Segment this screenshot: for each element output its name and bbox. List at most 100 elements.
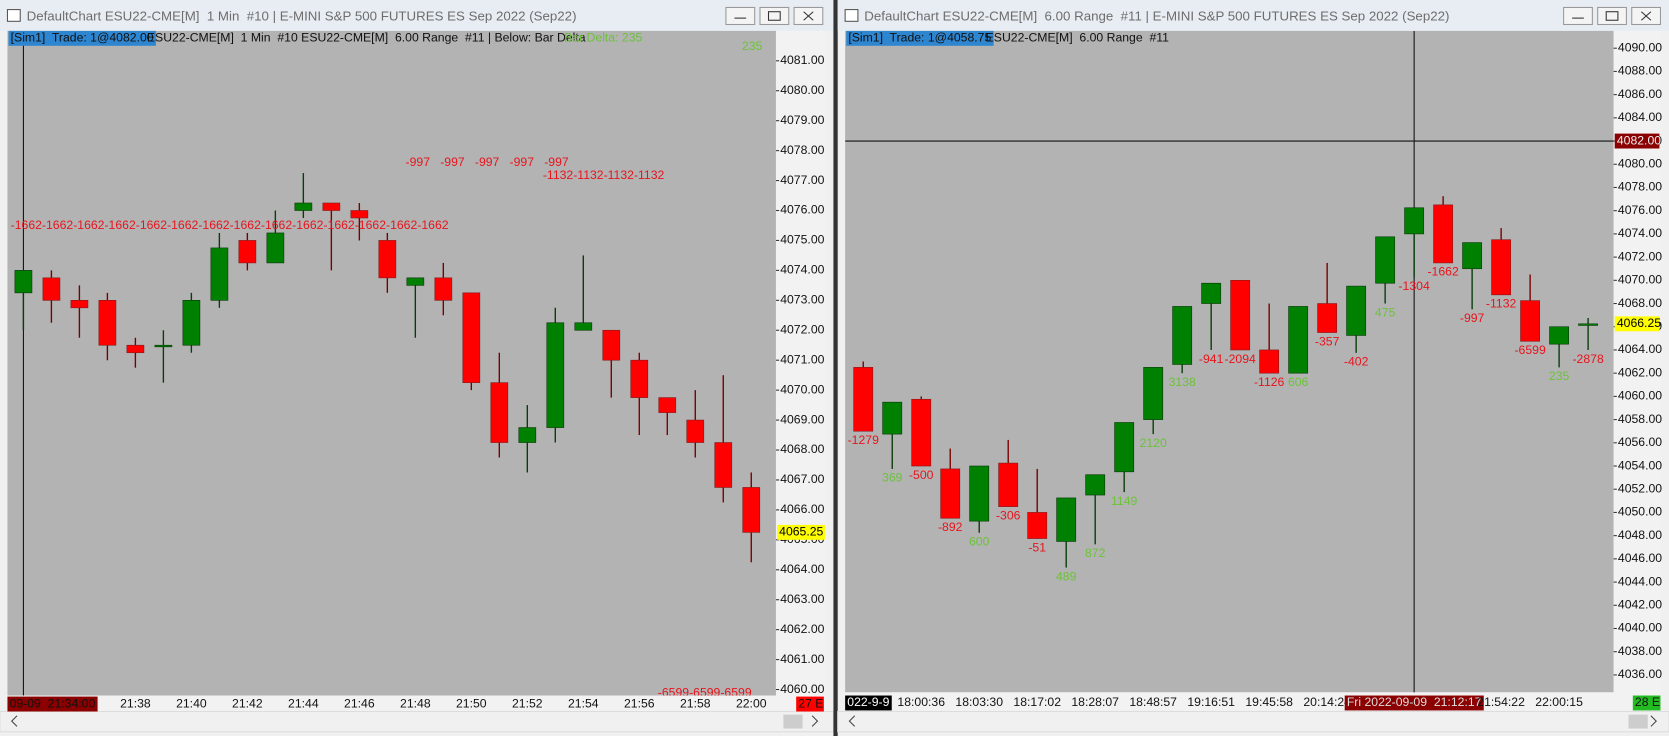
candle-body xyxy=(1230,280,1251,351)
delta-label: -1132 xyxy=(1486,297,1517,311)
y-tick-label: 4076.00 xyxy=(780,203,824,217)
delta-label: 489 xyxy=(1056,569,1077,583)
candle-body xyxy=(1056,497,1077,542)
delta-label: 235 xyxy=(1549,369,1570,383)
countdown: 27 E xyxy=(798,696,823,710)
candle-body xyxy=(658,397,677,413)
chart-info: ESU22-CME[M] 6.00 Range #11 xyxy=(986,31,1170,45)
delta-label: -997 xyxy=(1460,311,1485,325)
candle-body xyxy=(742,487,761,533)
candle-body xyxy=(1462,242,1483,270)
y-tick-label: 4077.00 xyxy=(780,173,824,187)
maximize-icon xyxy=(767,11,781,21)
candle-body xyxy=(1375,236,1396,284)
app-icon xyxy=(844,9,859,22)
x-tick-label: 18:00:36 xyxy=(897,695,945,709)
y-tick-label: 4081.00 xyxy=(780,53,824,67)
minimize-button[interactable] xyxy=(1563,6,1593,26)
candle-body xyxy=(1578,323,1599,326)
x-tick-label: 18:48:57 xyxy=(1129,695,1177,709)
chart-layer: -1662-1662-1662-1662-1662-1662-1662-1662… xyxy=(11,30,763,700)
annotation: -1132-1132-1132-1132 xyxy=(543,168,665,182)
y-tick-label: 4078.00 xyxy=(1618,180,1662,194)
candle-body xyxy=(406,277,425,286)
candle-body xyxy=(1085,474,1106,496)
scroll-thumb[interactable] xyxy=(1628,714,1648,729)
y-tick-label: 4066.00 xyxy=(780,502,824,516)
minimize-button[interactable] xyxy=(725,6,756,26)
candle-body xyxy=(1201,282,1222,304)
chart-info: ESU22-CME[M] 1 Min #10 ESU22-CME[M] 6.00… xyxy=(147,31,586,45)
y-tick-label: 4036.00 xyxy=(1618,667,1662,681)
x-tick-label: 18:28:07 xyxy=(1071,695,1119,709)
annotation: -6599-6599-6599 xyxy=(658,686,752,700)
candle-body xyxy=(14,270,33,294)
crosshair-price-box xyxy=(1614,133,1660,149)
candle-body xyxy=(853,367,874,432)
candle-body xyxy=(1288,306,1309,374)
window-title: DefaultChart ESU22-CME[M] 6.00 Range #11… xyxy=(864,9,1449,24)
y-tick-label: 4048.00 xyxy=(1618,528,1662,542)
scroll-arrows[interactable] xyxy=(848,715,1657,727)
candle-body xyxy=(1346,285,1367,336)
y-tick-label: 4084.00 xyxy=(1618,110,1662,124)
x-tick-label: 21:44 xyxy=(288,696,319,710)
y-tick-label: 4073.00 xyxy=(780,293,824,307)
close-icon xyxy=(803,11,814,21)
x-tick-label: 21:58 xyxy=(680,696,711,710)
y-tick-label: 4088.00 xyxy=(1618,64,1662,78)
account-trade: [Sim1] Trade: 1@4082.00 xyxy=(11,31,154,45)
candle-body xyxy=(294,202,313,211)
scroll-thumb[interactable] xyxy=(783,714,803,729)
x-tick-label: 21:52 xyxy=(512,696,543,710)
candle-body xyxy=(182,300,201,346)
countdown-box xyxy=(796,696,824,712)
countdown-box xyxy=(1632,695,1661,711)
candle-body xyxy=(322,202,341,211)
y-tick-label: 4080.00 xyxy=(780,83,824,97)
x-tick-box xyxy=(7,696,98,712)
candle-body xyxy=(1433,204,1454,264)
candle-body xyxy=(434,277,453,301)
maximize-button[interactable] xyxy=(759,6,790,26)
y-tick-label: 4040.00 xyxy=(1618,621,1662,635)
delta-label: -2094 xyxy=(1225,352,1256,366)
x-tick-label: Fri 2022-09-09 21:12:17 xyxy=(1347,695,1482,709)
y-tick-label: 4058.00 xyxy=(1618,412,1662,426)
last-price: 4066.25 xyxy=(1617,316,1661,330)
y-tick-label: 4060.00 xyxy=(1618,389,1662,403)
y-tick-label: 4063.00 xyxy=(780,592,824,606)
candle-body xyxy=(630,359,649,398)
y-tick-label: 4086.00 xyxy=(1618,87,1662,101)
y-tick-label: 4050.00 xyxy=(1618,505,1662,519)
candle-body xyxy=(462,292,481,383)
y-tick-label: 4062.00 xyxy=(1618,365,1662,379)
scrollbar[interactable] xyxy=(0,710,834,733)
chart-layer: -1279 369 -500 -892 600 -306 -51 489 872 1149 2120… xyxy=(845,30,1614,693)
delta-label: -402 xyxy=(1344,355,1369,369)
delta-label: -357 xyxy=(1315,334,1340,348)
annotation: -997 -997 -997 -997 -997 xyxy=(406,155,569,169)
delta-label: 1149 xyxy=(1111,494,1137,508)
scroll-arrows[interactable] xyxy=(10,715,819,727)
delta-label: 369 xyxy=(882,471,903,485)
y-tick-label: 4070.00 xyxy=(1618,273,1662,287)
delta-label: -500 xyxy=(909,468,934,482)
y-tick-label: 4067.00 xyxy=(780,472,824,486)
x-tick-label: 21:42 xyxy=(232,696,263,710)
y-tick-label: 4068.00 xyxy=(780,442,824,456)
y-tick-label: 4090.00 xyxy=(1618,40,1662,54)
delta-label: -306 xyxy=(996,508,1021,522)
maximize-button[interactable] xyxy=(1597,6,1627,26)
scrollbar[interactable] xyxy=(837,710,1669,733)
delta-label: 2120 xyxy=(1140,436,1167,450)
annotation: 235 xyxy=(742,39,763,53)
account-badge xyxy=(846,30,994,46)
candle-body xyxy=(1114,422,1135,473)
y-tick-label: 4061.00 xyxy=(780,652,824,666)
x-tick-label: 21:56 xyxy=(624,696,655,710)
delta-label: -941 xyxy=(1199,352,1224,366)
y-tick-label: 4060.00 xyxy=(780,682,824,696)
window-title: DefaultChart ESU22-CME[M] 1 Min #10 | E-… xyxy=(27,9,577,24)
candle-body xyxy=(126,344,145,354)
